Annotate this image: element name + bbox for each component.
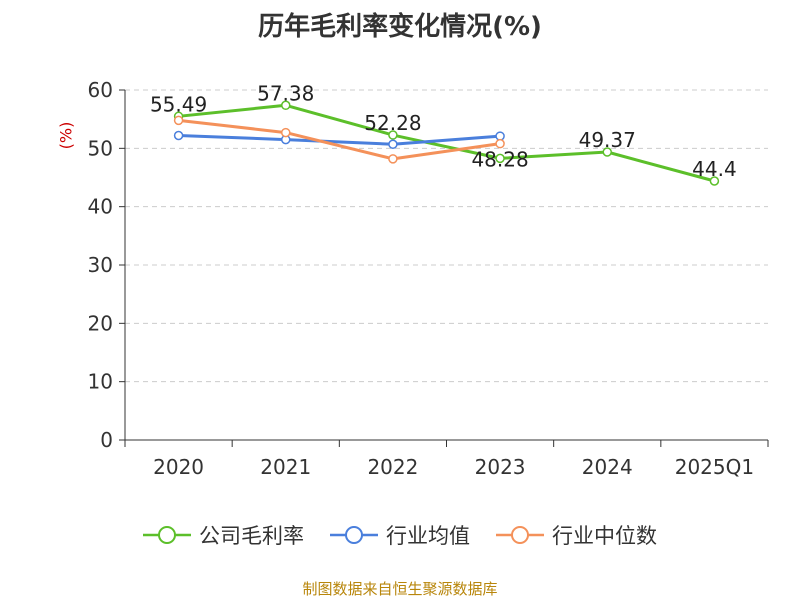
series-line-1 — [178, 134, 501, 146]
data-point-2 — [173, 115, 184, 126]
legend-item-0[interactable]: 公司毛利率 — [143, 520, 304, 550]
series-line-0 — [178, 103, 715, 183]
legend-label: 行业均值 — [386, 524, 470, 548]
x-tick-label: 2023 — [475, 455, 526, 479]
data-point-1 — [388, 139, 398, 149]
series-line-2 — [178, 118, 501, 161]
data-point-2 — [388, 154, 398, 164]
data-point-0 — [388, 130, 398, 140]
chart-title: 历年毛利率变化情况(%) — [258, 12, 542, 42]
data-point-0 — [709, 176, 720, 186]
data-point-1 — [173, 130, 184, 141]
legend-item-2[interactable]: 行业中位数 — [496, 520, 657, 550]
x-tick-label: 2020 — [153, 455, 204, 479]
data-point-0 — [281, 100, 291, 111]
data-label: 48.28 — [471, 147, 528, 171]
data-label: 44.4 — [692, 157, 737, 181]
data-point-0 — [495, 153, 505, 164]
y-tick-label: 60 — [88, 78, 113, 102]
data-source-note: 制图数据来自恒生聚源数据库 — [302, 580, 498, 598]
data-point-2 — [281, 127, 291, 138]
legend-marker-icon — [143, 526, 191, 544]
y-tick-label: 0 — [100, 428, 113, 452]
y-tick-label: 10 — [88, 370, 113, 394]
y-tick-label: 50 — [88, 136, 113, 160]
legend: 公司毛利率 行业均值 行业中位数 — [0, 520, 800, 550]
legend-item-1[interactable]: 行业均值 — [330, 520, 470, 550]
x-tick-label: 2024 — [582, 455, 633, 479]
data-point-0 — [602, 147, 612, 157]
data-label: 55.49 — [150, 92, 207, 116]
y-tick-label: 40 — [88, 195, 113, 219]
legend-marker-icon — [330, 526, 378, 544]
legend-label: 公司毛利率 — [199, 524, 304, 548]
legend-label: 行业中位数 — [552, 524, 657, 548]
data-label: 49.37 — [579, 128, 636, 152]
data-point-1 — [495, 131, 505, 141]
data-label: 57.38 — [257, 81, 314, 105]
data-point-2 — [495, 138, 505, 149]
x-tick-label: 2025Q1 — [675, 455, 754, 479]
y-tick-label: 30 — [88, 253, 113, 277]
legend-marker-icon — [496, 526, 544, 544]
x-tick-label: 2021 — [260, 455, 311, 479]
y-tick-label: 20 — [88, 311, 113, 335]
data-label: 52.28 — [364, 111, 421, 135]
x-tick-label: 2022 — [367, 455, 418, 479]
